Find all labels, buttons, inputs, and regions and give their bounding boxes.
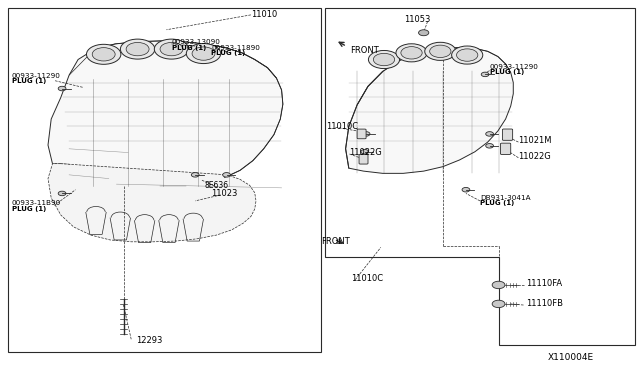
Text: DB931-3041A: DB931-3041A [480,195,531,201]
FancyBboxPatch shape [359,154,368,164]
Text: PLUG (1): PLUG (1) [490,69,524,75]
Circle shape [492,281,505,289]
Text: 00933-13090: 00933-13090 [172,39,220,45]
Polygon shape [48,41,283,187]
Polygon shape [346,48,513,173]
Text: 11010C: 11010C [351,274,383,283]
Text: PLUG (1): PLUG (1) [12,206,46,212]
Circle shape [486,144,493,148]
Circle shape [192,47,215,60]
Text: 00933-11290: 00933-11290 [12,73,60,79]
Circle shape [362,132,370,136]
Circle shape [86,44,121,64]
FancyBboxPatch shape [500,143,511,154]
Text: 00933-11290: 00933-11290 [490,64,538,70]
Text: PLUG (1): PLUG (1) [211,50,246,56]
Text: PLUG (1): PLUG (1) [12,78,46,84]
Circle shape [481,72,489,77]
Circle shape [425,42,456,60]
Text: 12293: 12293 [136,336,163,345]
Circle shape [154,39,189,59]
Polygon shape [48,164,256,242]
Text: 11110FA: 11110FA [526,279,562,288]
Text: 00933-11890: 00933-11890 [211,45,260,51]
Circle shape [492,300,505,308]
Circle shape [373,53,395,66]
Circle shape [126,42,149,56]
Text: FRONT: FRONT [321,237,349,246]
Circle shape [486,132,493,136]
Text: 8E636: 8E636 [205,181,229,190]
Text: 11022G: 11022G [349,148,382,157]
Circle shape [429,45,451,58]
Circle shape [396,44,427,62]
Text: PLUG (1): PLUG (1) [172,45,206,51]
Text: 11023: 11023 [211,189,237,198]
Circle shape [58,86,66,91]
Circle shape [369,51,399,68]
Circle shape [186,44,221,64]
Text: 11010C: 11010C [326,122,358,131]
Text: PLUG (1): PLUG (1) [480,201,515,206]
Circle shape [462,187,470,192]
Circle shape [120,39,155,59]
FancyBboxPatch shape [502,129,513,140]
Circle shape [223,173,230,177]
FancyBboxPatch shape [357,129,366,139]
Bar [8,8,321,352]
Text: 11021M: 11021M [518,136,552,145]
Circle shape [456,49,478,61]
Text: 11053: 11053 [404,15,431,24]
Text: 11010: 11010 [251,10,277,19]
Circle shape [361,150,369,154]
Circle shape [58,191,66,196]
Circle shape [92,48,115,61]
Circle shape [452,46,483,64]
Text: FRONT: FRONT [350,46,379,55]
Text: 00933-11B90: 00933-11B90 [12,201,61,206]
Text: 11110FB: 11110FB [526,299,563,308]
Circle shape [160,42,183,56]
Text: 11022G: 11022G [518,152,551,161]
Circle shape [401,46,422,59]
Circle shape [191,173,199,177]
Circle shape [419,30,429,36]
Text: X110004E: X110004E [548,353,594,362]
